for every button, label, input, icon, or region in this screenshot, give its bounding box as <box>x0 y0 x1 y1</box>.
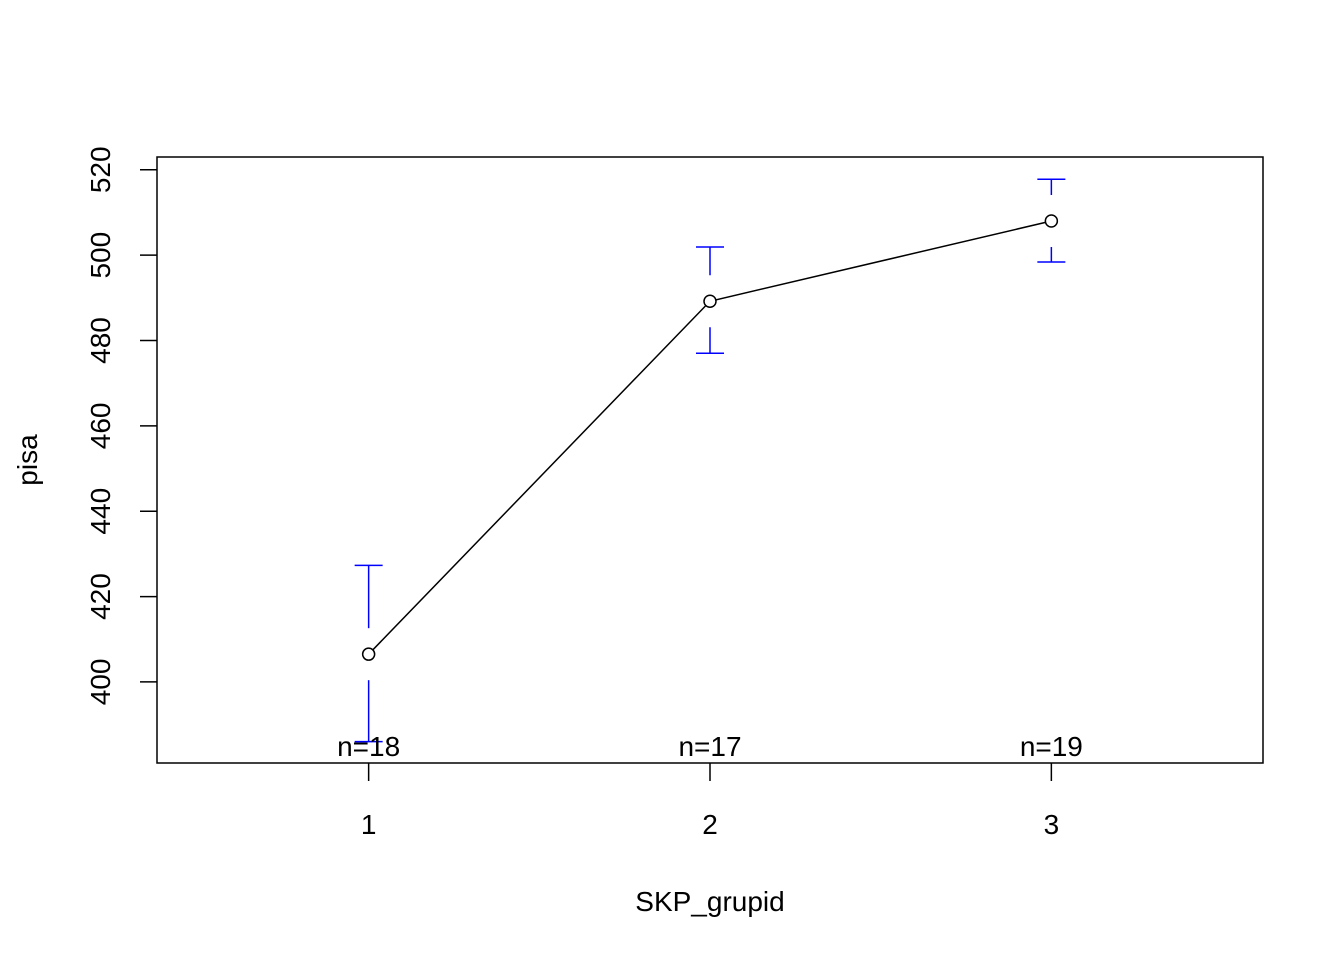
y-axis: 400 420 440 460 480 500 520 <box>85 146 157 705</box>
x-tick-label: 1 <box>361 809 377 840</box>
y-tick-label: 420 <box>85 573 116 620</box>
x-tick-label: 2 <box>702 809 718 840</box>
error-bars <box>354 178 1066 743</box>
y-tick-label: 440 <box>85 488 116 535</box>
y-tick-label: 400 <box>85 659 116 706</box>
y-axis-label: pisa <box>12 434 43 486</box>
y-tick-label: 520 <box>85 146 116 193</box>
y-tick-label: 480 <box>85 317 116 364</box>
n-labels: n=18 n=17 n=19 <box>337 731 1083 762</box>
y-tick-label: 460 <box>85 402 116 449</box>
n-label: n=17 <box>678 731 741 762</box>
x-tick-label: 3 <box>1044 809 1060 840</box>
mean-series <box>361 214 1059 661</box>
n-label: n=19 <box>1020 731 1083 762</box>
mean-line <box>368 220 1052 655</box>
mean-point <box>703 294 717 308</box>
x-axis-label: SKP_grupid <box>635 886 784 917</box>
n-label: n=18 <box>337 731 400 762</box>
mean-point <box>1044 214 1059 228</box>
mean-point <box>361 647 376 661</box>
y-tick-label: 500 <box>85 232 116 279</box>
x-axis: 1 2 3 <box>361 763 1059 840</box>
